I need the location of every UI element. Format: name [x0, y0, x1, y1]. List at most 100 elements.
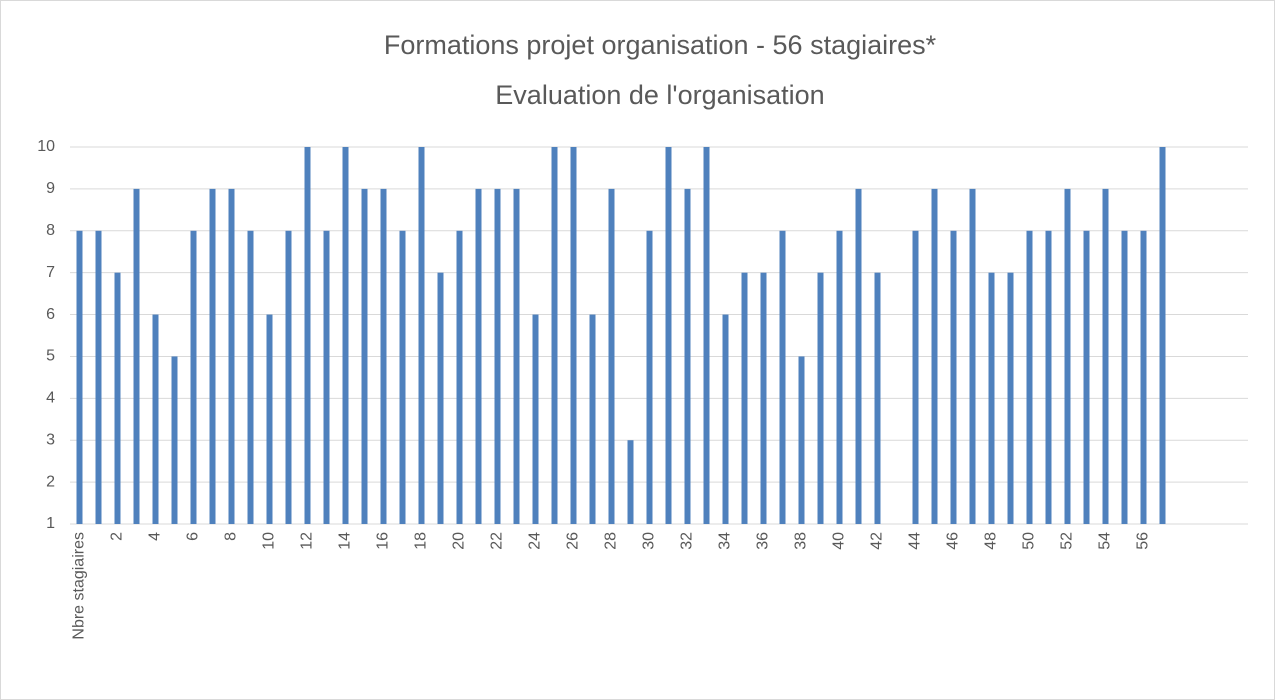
x-tick-label: Nbre stagiaires [71, 532, 88, 640]
bar [912, 230, 919, 524]
bar [589, 314, 596, 524]
x-tick-label: 54 [1097, 532, 1114, 550]
x-tick-label: 28 [603, 532, 620, 550]
x-tick-label: 48 [983, 532, 1000, 550]
y-tick-label: 7 [46, 264, 55, 281]
bar [133, 188, 140, 524]
bar [798, 356, 805, 524]
x-tick-label: 4 [147, 532, 164, 541]
bar [1083, 230, 1090, 524]
bar [266, 314, 273, 524]
x-tick-label: 18 [413, 532, 430, 550]
bar [703, 147, 710, 524]
bar [437, 272, 444, 524]
x-tick-label: 56 [1135, 532, 1152, 550]
bar [285, 230, 292, 524]
bar [817, 272, 824, 524]
bar [95, 230, 102, 524]
bar [1007, 272, 1014, 524]
x-tick-label: 40 [831, 532, 848, 550]
x-tick-label: 52 [1059, 532, 1076, 550]
x-tick-label: 8 [223, 532, 240, 541]
x-tick-label: 34 [717, 532, 734, 550]
bar [570, 147, 577, 524]
bar [1026, 230, 1033, 524]
x-tick-label: 6 [185, 532, 202, 541]
bar [551, 147, 558, 524]
bar [399, 230, 406, 524]
bar [304, 147, 311, 524]
bar [665, 147, 672, 524]
bar [855, 188, 862, 524]
bar [1140, 230, 1147, 524]
bar [988, 272, 995, 524]
y-tick-label: 3 [46, 431, 55, 448]
bar [190, 230, 197, 524]
bar [1102, 188, 1109, 524]
x-tick-label: 36 [755, 532, 772, 550]
bar [247, 230, 254, 524]
bar [361, 188, 368, 524]
bar [760, 272, 767, 524]
y-tick-label: 10 [37, 138, 55, 155]
x-tick-label: 32 [679, 532, 696, 550]
x-tick-label: 26 [565, 532, 582, 550]
bar [741, 272, 748, 524]
bar [627, 440, 634, 524]
y-tick-label: 9 [46, 180, 55, 197]
bar [171, 356, 178, 524]
bar [684, 188, 691, 524]
bar [494, 188, 501, 524]
bar [513, 188, 520, 524]
y-tick-label: 1 [46, 515, 55, 532]
chart-title: Formations projet organisation - 56 stag… [384, 30, 937, 60]
x-tick-label: 46 [945, 532, 962, 550]
bar [323, 230, 330, 524]
x-tick-label: 16 [375, 532, 392, 550]
x-tick-label: 14 [337, 532, 354, 550]
x-tick-label: 24 [527, 532, 544, 550]
y-tick-label: 4 [46, 390, 55, 407]
x-tick-label: 50 [1021, 532, 1038, 550]
bar [722, 314, 729, 524]
bar [779, 230, 786, 524]
bar [646, 230, 653, 524]
y-tick-label: 6 [46, 306, 55, 323]
bar [1064, 188, 1071, 524]
x-tick-label: 38 [793, 532, 810, 550]
bar [342, 147, 349, 524]
x-tick-label: 10 [261, 532, 278, 550]
x-tick-label: 22 [489, 532, 506, 550]
bar [608, 188, 615, 524]
bar [152, 314, 159, 524]
x-tick-label: 44 [907, 532, 924, 550]
x-tick-label: 30 [641, 532, 658, 550]
bar [950, 230, 957, 524]
y-tick-label: 8 [46, 222, 55, 239]
bar [456, 230, 463, 524]
x-tick-label: 42 [869, 532, 886, 550]
bar [209, 188, 216, 524]
bar [114, 272, 121, 524]
bar [1159, 147, 1166, 524]
y-tick-label: 5 [46, 348, 55, 365]
bar [532, 314, 539, 524]
bar [874, 272, 881, 524]
bar [1121, 230, 1128, 524]
x-tick-label: 2 [109, 532, 126, 541]
bar [475, 188, 482, 524]
chart-subtitle: Evaluation de l'organisation [495, 80, 824, 110]
bar [228, 188, 235, 524]
bar [76, 230, 83, 524]
bar [969, 188, 976, 524]
bar [1045, 230, 1052, 524]
bar [380, 188, 387, 524]
bar [836, 230, 843, 524]
bar [931, 188, 938, 524]
bar [418, 147, 425, 524]
x-tick-label: 12 [299, 532, 316, 550]
x-tick-label: 20 [451, 532, 468, 550]
y-tick-label: 2 [46, 473, 55, 490]
